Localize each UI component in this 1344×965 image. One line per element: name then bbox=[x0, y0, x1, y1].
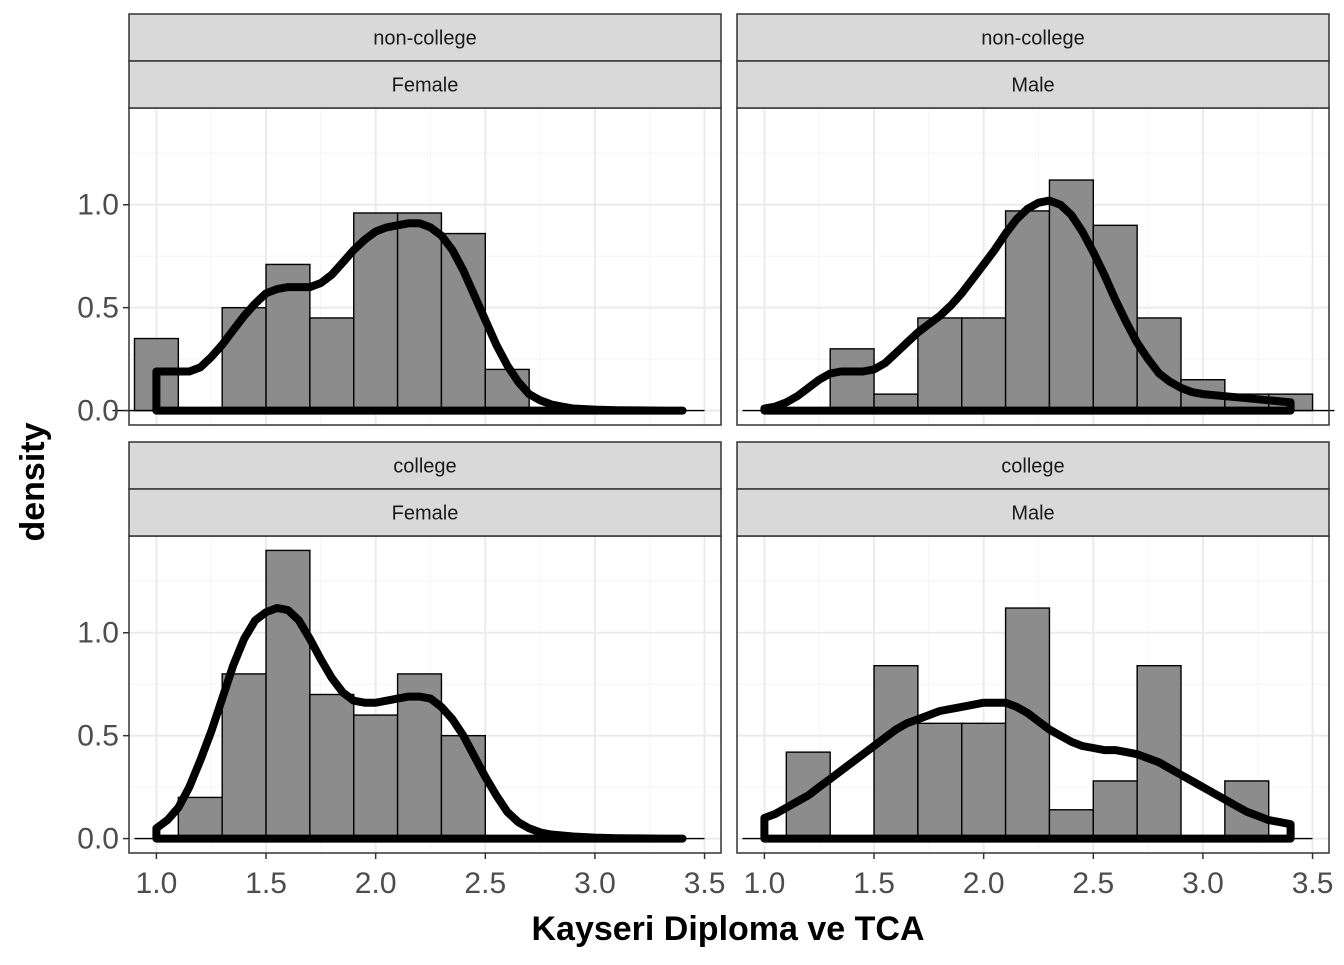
histogram-bar bbox=[309, 317, 355, 412]
facet-strip-top-label: college bbox=[393, 456, 456, 478]
x-tick-label: 3.5 bbox=[1292, 867, 1334, 900]
x-tick-label: 3.0 bbox=[1182, 867, 1224, 900]
density-curve bbox=[760, 698, 1295, 843]
x-tick-label: 2.0 bbox=[355, 867, 397, 900]
histogram-bar bbox=[1004, 210, 1051, 412]
histogram-bar bbox=[265, 549, 311, 840]
facet-strip-bottom bbox=[736, 488, 1330, 537]
x-tick-label: 2.5 bbox=[1072, 867, 1114, 900]
facet-strip-bottom-label: Female bbox=[392, 503, 459, 525]
histogram-bar bbox=[396, 212, 443, 412]
histogram-bar bbox=[961, 722, 1007, 840]
x-tick-label: 3.5 bbox=[684, 867, 726, 900]
y-tick-label: 0.5 bbox=[77, 720, 119, 753]
panel-2: non-college Male bbox=[736, 13, 1335, 426]
facet-strip-top bbox=[128, 441, 722, 490]
histogram-bar bbox=[1004, 607, 1051, 840]
facet-strip-bottom-label: Female bbox=[392, 75, 459, 97]
y-axis-title: density bbox=[14, 422, 52, 541]
density-curve bbox=[760, 196, 1295, 415]
y-tick-label: 1.0 bbox=[77, 617, 119, 650]
histogram-bar bbox=[353, 714, 399, 840]
facet-strip-bottom bbox=[128, 488, 722, 537]
histogram-bar bbox=[440, 734, 486, 840]
histogram-bar bbox=[1048, 809, 1094, 840]
facet-strip-top bbox=[736, 13, 1330, 62]
facet-strip-top bbox=[736, 441, 1330, 490]
facet-strip-bottom bbox=[736, 60, 1330, 109]
y-tick-label: 1.0 bbox=[77, 189, 119, 222]
histogram-bar bbox=[1136, 664, 1182, 840]
panel-3: college Female 0.0 0.5 1.0 1.0 1.5 2.0 2.5 3.0 3.5 bbox=[77, 441, 726, 900]
histogram-bar bbox=[1092, 780, 1138, 840]
histogram-bar bbox=[309, 693, 355, 840]
panel-1: non-college Female 0.0 0.5 1.0 bbox=[77, 13, 722, 428]
histogram-bar bbox=[440, 232, 486, 412]
histogram-bar bbox=[917, 722, 963, 840]
histogram-bar bbox=[829, 348, 875, 412]
histogram-bar bbox=[221, 306, 267, 412]
facet-strip-top-label: college bbox=[1001, 456, 1064, 478]
facet-strip-top-label: non-college bbox=[981, 28, 1084, 50]
histogram-bar bbox=[873, 664, 919, 840]
density-curve bbox=[152, 219, 687, 415]
y-tick-label: 0.5 bbox=[77, 292, 119, 325]
y-tick-label: 0.0 bbox=[77, 395, 119, 428]
panels-layer: non-college Female 0.0 0.5 1.0 non-college Mal… bbox=[77, 13, 1335, 900]
x-tick-label: 2.0 bbox=[963, 867, 1005, 900]
facet-strip-top-label: non-college bbox=[373, 28, 476, 50]
x-tick-label: 1.0 bbox=[744, 867, 786, 900]
facet-strip-bottom bbox=[128, 60, 722, 109]
histogram-bar bbox=[1136, 317, 1182, 412]
facet-strip-bottom-label: Male bbox=[1011, 503, 1054, 525]
y-tick-label: 0.0 bbox=[77, 823, 119, 856]
x-tick-label: 1.0 bbox=[136, 867, 178, 900]
x-tick-label: 3.0 bbox=[574, 867, 616, 900]
density-curve bbox=[152, 604, 687, 843]
x-axis-title: Kayseri Diploma ve TCA bbox=[531, 910, 924, 948]
histogram-bar bbox=[1092, 224, 1138, 412]
histogram-bar bbox=[177, 796, 223, 840]
x-tick-label: 1.5 bbox=[853, 867, 895, 900]
facet-strip-bottom-label: Male bbox=[1011, 75, 1054, 97]
x-tick-label: 2.5 bbox=[464, 867, 506, 900]
panel-4: college Male 1.0 1.5 2.0 2.5 3.0 3.5 bbox=[736, 441, 1334, 900]
histogram-bar bbox=[221, 673, 267, 840]
x-tick-label: 1.5 bbox=[245, 867, 287, 900]
histogram-bar bbox=[961, 317, 1007, 412]
